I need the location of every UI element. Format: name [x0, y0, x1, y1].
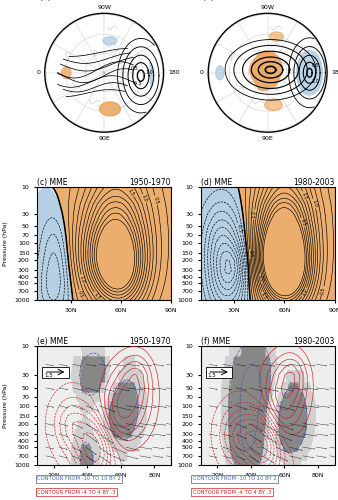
Text: 1950-1970: 1950-1970	[130, 338, 171, 346]
Text: 1.0: 1.0	[251, 210, 257, 218]
Text: 1.5: 1.5	[93, 292, 102, 300]
Y-axis label: Pressure (hPa): Pressure (hPa)	[3, 221, 8, 266]
Text: 180: 180	[168, 70, 180, 76]
Polygon shape	[297, 50, 322, 95]
Text: 0.5: 0.5	[311, 64, 319, 68]
Text: 180: 180	[332, 70, 338, 76]
Text: 2.5: 2.5	[299, 218, 306, 227]
Text: 90W: 90W	[97, 5, 111, 10]
Text: 1.0: 1.0	[311, 79, 319, 84]
Polygon shape	[265, 99, 282, 110]
Polygon shape	[216, 66, 224, 80]
Polygon shape	[250, 51, 282, 90]
Text: CONTOUR FROM -4 TO 4 BY .3: CONTOUR FROM -4 TO 4 BY .3	[193, 490, 271, 494]
Text: 90W: 90W	[261, 5, 275, 10]
Polygon shape	[100, 102, 120, 116]
Text: -0.5: -0.5	[133, 80, 143, 86]
Bar	[206, 366, 233, 378]
Text: -0.5: -0.5	[236, 223, 243, 234]
Text: CONTOUR FROM -10 TO 10 BY 2: CONTOUR FROM -10 TO 10 BY 2	[37, 476, 121, 482]
Text: 2.0: 2.0	[258, 274, 264, 283]
Text: 0.5: 0.5	[153, 196, 160, 204]
Text: CONTOUR FROM -10 TO 10 BY 2: CONTOUR FROM -10 TO 10 BY 2	[193, 476, 276, 482]
Text: 0.5: 0.5	[247, 250, 252, 258]
Text: 0.5: 0.5	[130, 66, 138, 70]
Text: 90E: 90E	[98, 136, 110, 140]
Text: (e) MME: (e) MME	[37, 338, 68, 346]
Text: 1980-2003: 1980-2003	[291, 0, 332, 2]
Text: (f) MME: (f) MME	[201, 338, 230, 346]
Text: 1.0: 1.0	[311, 199, 318, 207]
Circle shape	[208, 14, 327, 132]
Polygon shape	[103, 36, 117, 45]
Bar	[42, 366, 69, 378]
Text: 1.0: 1.0	[146, 70, 153, 76]
Text: (a) MME: (a) MME	[40, 0, 71, 2]
Polygon shape	[150, 62, 153, 87]
Text: 1980-2003: 1980-2003	[293, 338, 335, 346]
Text: 1950-1970: 1950-1970	[127, 0, 168, 2]
Text: 1950-1970: 1950-1970	[130, 178, 171, 187]
Circle shape	[45, 14, 164, 132]
Text: 1.5: 1.5	[44, 372, 53, 378]
Text: (c) MME: (c) MME	[37, 178, 68, 187]
Polygon shape	[269, 32, 283, 42]
Text: 1.0: 1.0	[79, 274, 86, 283]
Text: 0.5: 0.5	[77, 290, 84, 299]
Text: 2.0: 2.0	[300, 288, 308, 297]
Text: 1.0: 1.0	[141, 194, 148, 203]
Text: 0: 0	[36, 70, 40, 76]
Text: 0.5: 0.5	[320, 286, 326, 295]
Text: (b) MME: (b) MME	[203, 0, 235, 2]
Text: 1980-2003: 1980-2003	[293, 178, 335, 187]
Text: 0: 0	[200, 70, 203, 76]
Text: CONTOUR FROM -4 TO 4 BY .3: CONTOUR FROM -4 TO 4 BY .3	[37, 490, 116, 494]
Text: 1.5: 1.5	[301, 191, 308, 200]
Text: 1.5: 1.5	[127, 188, 135, 197]
Text: 1.5: 1.5	[260, 292, 268, 300]
Polygon shape	[62, 67, 71, 78]
Text: 90E: 90E	[262, 136, 273, 140]
Y-axis label: Pressure (hPa): Pressure (hPa)	[3, 384, 8, 428]
Text: 1.5: 1.5	[207, 372, 216, 378]
Text: (d) MME: (d) MME	[201, 178, 232, 187]
